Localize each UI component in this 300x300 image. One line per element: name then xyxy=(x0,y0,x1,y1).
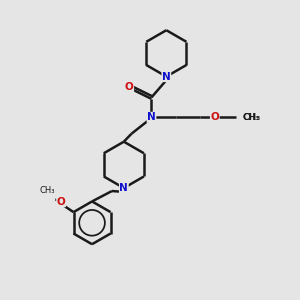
Text: N: N xyxy=(119,183,128,193)
Text: O: O xyxy=(210,112,219,122)
Text: CH₃: CH₃ xyxy=(243,113,260,122)
Text: CH₃: CH₃ xyxy=(40,186,55,195)
Text: N: N xyxy=(147,112,156,122)
Text: O: O xyxy=(125,82,134,92)
Text: N: N xyxy=(162,72,171,82)
Text: O: O xyxy=(57,197,65,207)
Text: CH₃: CH₃ xyxy=(243,113,261,122)
